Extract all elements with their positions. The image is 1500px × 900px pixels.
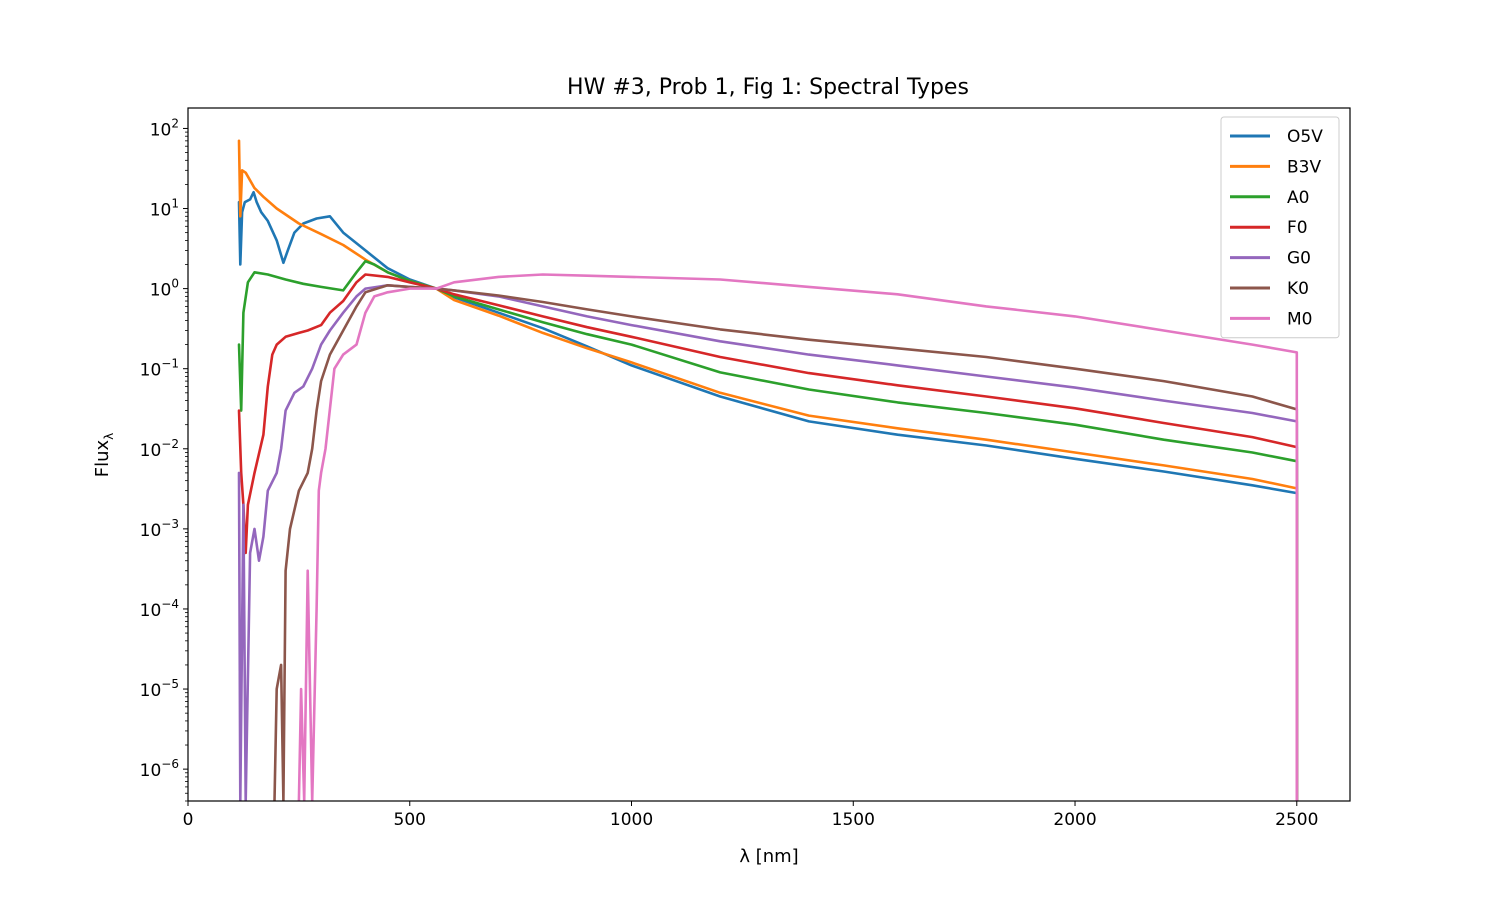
y-axis-label: Fluxλ [92, 433, 116, 478]
series-line-a0 [237, 259, 1299, 801]
series-line-g0 [237, 284, 1299, 801]
legend-label-g0: G0 [1287, 249, 1311, 269]
series-layer [237, 139, 1299, 801]
x-axis-label: λ [nm] [739, 846, 798, 867]
plot-frame [187, 107, 1351, 802]
legend-label-f0: F0 [1287, 218, 1308, 238]
x-tick-label: 2500 [1275, 810, 1318, 830]
x-tick-label: 2000 [1053, 810, 1096, 830]
y-tick-label: 10−4 [140, 597, 179, 621]
y-tick-label: 100 [150, 277, 179, 301]
y-tick-label: 10−3 [140, 517, 179, 541]
series-line-m0 [297, 273, 1299, 801]
x-tick-label: 1000 [610, 810, 653, 830]
y-tick-label: 10−6 [140, 757, 179, 781]
y-axis: 102 101 100 10−1 10−2 10−3 10−4 10−5 10−6 [140, 116, 188, 802]
legend-label-o5v: O5V [1287, 127, 1323, 147]
legend: O5V B3V A0 F0 G0 K0 M0 [1220, 116, 1340, 339]
series-line-f0 [237, 273, 1299, 801]
legend-label-k0: K0 [1287, 279, 1309, 299]
y-tick-label: 10−2 [140, 437, 179, 461]
y-tick-label: 101 [150, 197, 179, 221]
series-line-b3v [237, 139, 1299, 801]
legend-label-a0: A0 [1287, 188, 1309, 208]
y-axis-label-subscript: λ [102, 433, 116, 440]
legend-label-b3v: B3V [1287, 157, 1321, 177]
y-axis-label-main: Flux [92, 440, 113, 478]
x-tick-label: 1500 [832, 810, 875, 830]
legend-label-m0: M0 [1287, 309, 1312, 329]
chart-title: HW #3, Prob 1, Fig 1: Spectral Types [567, 75, 969, 100]
y-tick-label: 10−1 [140, 357, 179, 381]
y-tick-label: 102 [150, 116, 179, 140]
y-tick-label: 10−5 [140, 677, 179, 701]
x-tick-label: 500 [394, 810, 426, 830]
x-tick-label: 0 [183, 810, 194, 830]
legend-box [1220, 116, 1340, 339]
series-line-k0 [273, 284, 1299, 801]
x-axis: 0 500 1000 1500 2000 2500 [183, 801, 1318, 830]
series-line-o5v [237, 190, 1299, 801]
